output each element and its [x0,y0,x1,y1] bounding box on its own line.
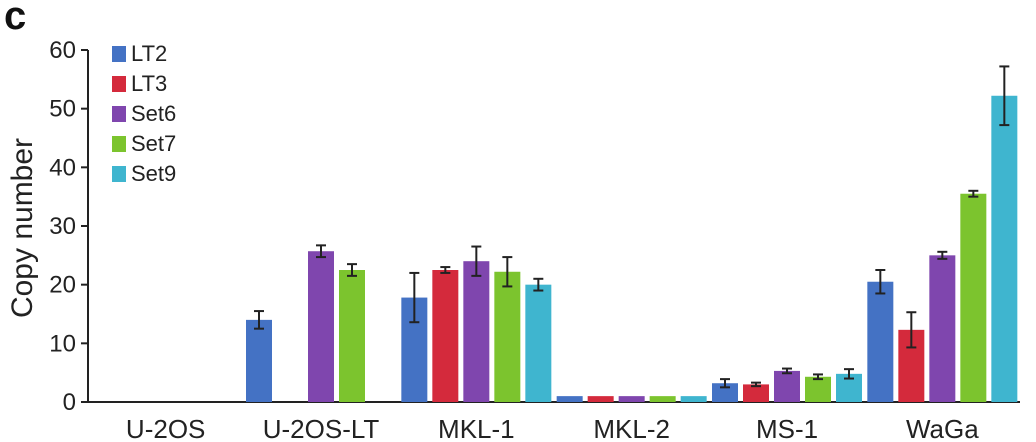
panel-label: c [4,0,27,38]
legend-swatch-set7 [112,136,126,152]
bar-set6-mkl-1 [463,261,490,402]
error-bars [254,65,1010,389]
bar-set7-waga [960,193,987,402]
bar-set7-mkl-2 [649,396,676,402]
y-axis-label: Copy number [6,138,39,318]
bar-lt2-ms-1 [712,383,738,402]
bar-lt2-mkl-2 [556,396,583,402]
legend-swatch-set6 [112,106,126,122]
bar-set6-ms-1 [774,370,800,402]
bar-set7-ms-1 [805,376,831,402]
y-tick-label: 0 [63,389,76,416]
x-tick-label: U-2OS [126,414,205,442]
legend-label-set7: Set7 [131,131,176,156]
bar-set9-mkl-1 [525,284,552,402]
legend-label-lt2: LT2 [131,41,167,66]
bar-lt3-mkl-2 [587,396,614,402]
x-tick-label: U-2OS-LT [263,414,380,442]
bar-set6-mkl-2 [618,396,645,402]
legend-label-set6: Set6 [131,101,176,126]
bar-set9-mkl-2 [680,396,707,402]
y-tick-label: 10 [49,330,76,357]
x-tick-label: MKL-1 [438,414,515,442]
bar-lt2-waga [867,281,894,402]
bar-set6-u-2os-lt [308,251,334,402]
legend-swatch-lt3 [112,76,126,92]
bar-set9-waga [991,95,1018,402]
bar-lt3-ms-1 [743,384,769,402]
bar-set7-u-2os-lt [339,270,365,402]
legend-label-set9: Set9 [131,161,176,186]
axes: 0 10 20 30 40 50 60 [49,37,1020,416]
bars [246,95,1018,402]
x-tick-labels: U-2OS U-2OS-LT MKL-1 MKL-2 MS-1 WaGa [126,414,979,442]
y-tick-label: 50 [49,96,76,123]
bar-set6-waga [929,255,956,402]
legend-label-lt3: LT3 [131,71,167,96]
bar-lt3-mkl-1 [432,270,459,402]
y-tick-label: 30 [49,213,76,240]
legend: LT2 LT3 Set6 Set7 Set9 [112,41,176,186]
x-tick-label: MS-1 [756,414,818,442]
y-tick-label: 60 [49,37,76,64]
bar-set7-mkl-1 [494,271,521,402]
legend-swatch-set9 [112,166,126,182]
x-tick-label: WaGa [906,414,979,442]
x-tick-label: MKL-2 [593,414,670,442]
legend-swatch-lt2 [112,46,126,62]
y-tick-label: 20 [49,272,76,299]
bar-lt2-u-2os-lt [246,319,272,402]
y-tick-label: 40 [49,154,76,181]
